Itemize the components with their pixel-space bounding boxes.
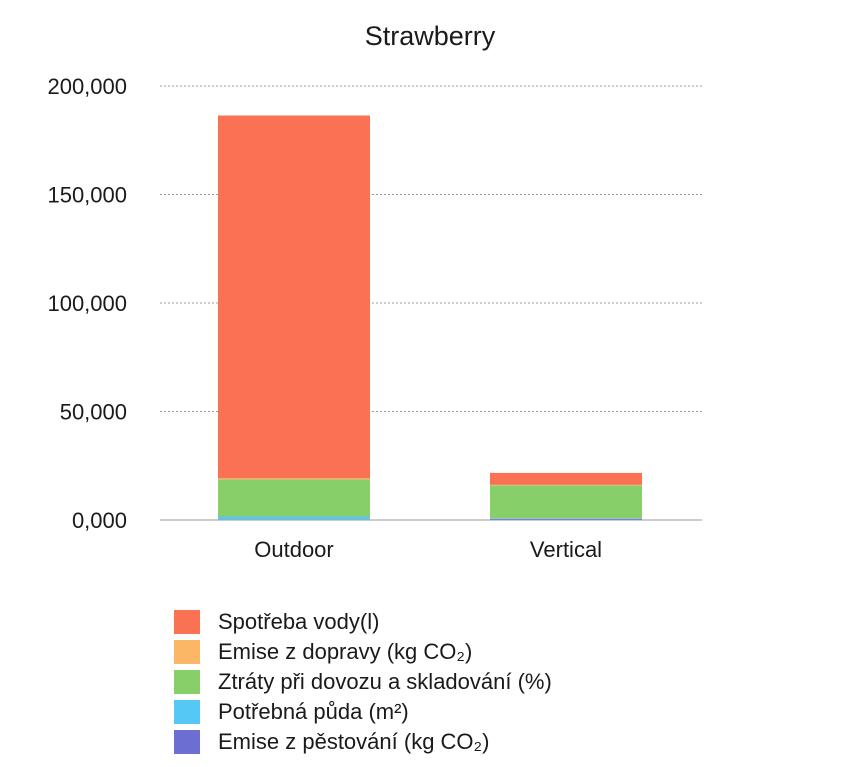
legend-swatch	[174, 730, 200, 754]
legend-swatch	[174, 640, 200, 664]
bars	[218, 115, 642, 520]
x-category-label: Vertical	[530, 537, 602, 562]
bar-segment	[490, 484, 642, 486]
legend-swatch	[174, 700, 200, 724]
y-axis-ticks: 0,000 50,000 100,000 150,000 200,000	[47, 74, 127, 533]
legend-swatch	[174, 610, 200, 634]
bar-segment	[490, 518, 642, 519]
legend-label: Emise z dopravy (kg CO₂)	[218, 639, 472, 664]
bar-segment	[218, 479, 370, 517]
bar-segment	[218, 478, 370, 480]
legend-label: Ztráty při dovozu a skladování (%)	[218, 669, 552, 694]
legend-label: Potřebná půda (m²)	[218, 699, 409, 724]
x-category-label: Outdoor	[254, 537, 334, 562]
y-tick-label: 100,000	[47, 291, 127, 316]
y-tick-label: 50,000	[60, 400, 127, 425]
legend-label: Spotřeba vody(l)	[218, 609, 379, 634]
y-tick-label: 200,000	[47, 74, 127, 99]
legend-swatch	[174, 670, 200, 694]
legend: Spotřeba vody(l) Emise z dopravy (kg CO₂)…	[174, 609, 552, 754]
bar-segment	[218, 516, 370, 520]
y-tick-label: 0,000	[72, 508, 127, 533]
legend-label: Emise z pěstování (kg CO₂)	[218, 729, 489, 754]
bar-segment	[218, 115, 370, 479]
y-tick-label: 150,000	[47, 183, 127, 208]
x-axis-categories: Outdoor Vertical	[254, 537, 602, 562]
chart-title: Strawberry	[365, 21, 496, 51]
bar-segment	[490, 485, 642, 519]
bar-segment	[490, 518, 642, 520]
bar-segment	[490, 472, 642, 485]
